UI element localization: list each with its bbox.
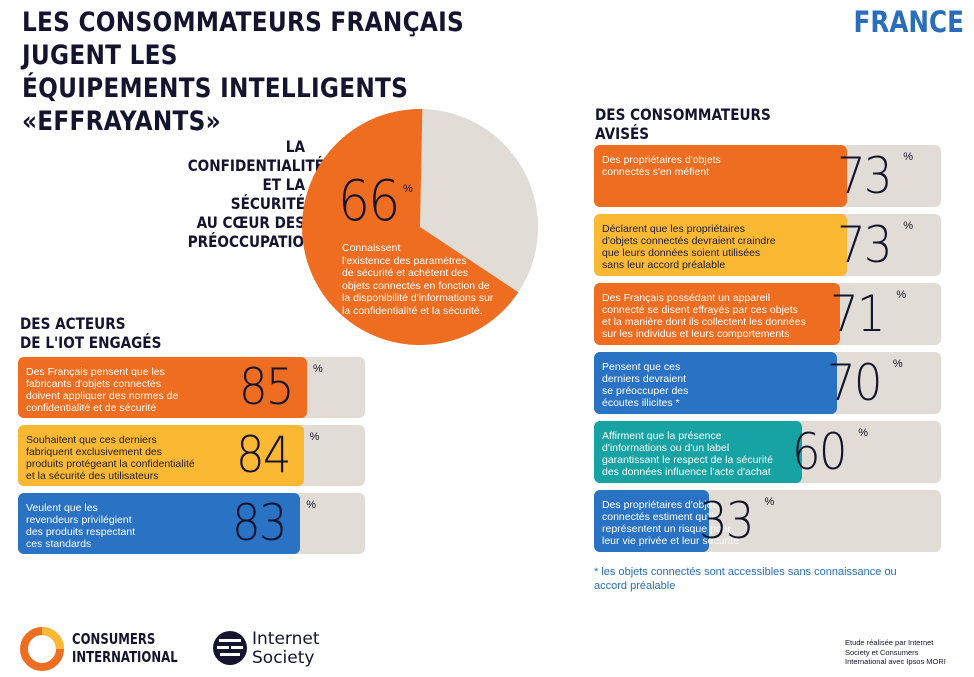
internet-society-logo-icon bbox=[213, 631, 247, 665]
bar-row bbox=[18, 493, 365, 554]
bar-row bbox=[594, 352, 941, 414]
bar-value: 73 bbox=[837, 216, 892, 274]
bar-description: Déclarent que les propriétaires d'objets… bbox=[602, 223, 776, 271]
bar-description: Veulent que les revendeurs privilégient … bbox=[26, 501, 136, 550]
pie-slice-main bbox=[302, 109, 519, 345]
bar-fill bbox=[18, 493, 301, 554]
bar-percent: % bbox=[903, 151, 914, 163]
bar-row bbox=[18, 357, 365, 418]
pie-slice-rest bbox=[420, 109, 538, 293]
pie-percent: % bbox=[403, 183, 413, 195]
footnote: * les objets connectés sont accessibles … bbox=[594, 566, 897, 592]
pie-value: 66 bbox=[338, 169, 400, 234]
bar-value: 70 bbox=[826, 354, 882, 412]
bar-row bbox=[594, 283, 941, 345]
bar-fill bbox=[18, 425, 304, 486]
bar-row bbox=[594, 214, 941, 276]
bar-fill bbox=[18, 357, 308, 418]
bar-value: 73 bbox=[837, 147, 892, 205]
pie-chart bbox=[302, 109, 538, 345]
bar-value: 71 bbox=[830, 285, 885, 343]
consumers-international-logo-text: CONSUMERS INTERNATIONAL bbox=[72, 630, 178, 666]
bar-description: Souhaitent que ces derniers fabriquent e… bbox=[26, 433, 195, 482]
bar-percent: % bbox=[313, 363, 323, 375]
pie-heading: LA CONFIDENTIALITÉ ET LA SÉCURITÉ AU CŒU… bbox=[187, 137, 326, 251]
pie-description: Connaissent l'existence des paramètres d… bbox=[342, 242, 494, 317]
bar-description: Des propriétaires d'objets connectés s'e… bbox=[602, 154, 721, 178]
bar-value: 33 bbox=[698, 492, 754, 550]
bar-percent: % bbox=[309, 431, 320, 443]
left-section-heading: DES ACTEURS DE L'IOT ENGAGÉS bbox=[20, 314, 162, 352]
page-title: LES CONSOMMATEURS FRANÇAIS JUGENT LES ÉQ… bbox=[22, 7, 464, 137]
bar-fill bbox=[594, 145, 848, 207]
study-credit: Etude réalisée par Internet Society et C… bbox=[845, 638, 946, 666]
right-section-heading: DES CONSOMMATEURS AVISÉS bbox=[595, 105, 771, 143]
bar-description: Des Français possédant un appareil conne… bbox=[602, 292, 806, 340]
bar-description: Pensent que ces derniers devraient se pr… bbox=[602, 361, 689, 409]
bar-percent: % bbox=[858, 427, 868, 439]
bar-value: 84 bbox=[235, 426, 291, 484]
bar-fill bbox=[594, 283, 841, 345]
bar-description: Des propriétaires d'objets connectés est… bbox=[602, 499, 740, 547]
bar-percent: % bbox=[896, 289, 907, 301]
country-label: FRANCE bbox=[853, 5, 964, 39]
bar-fill bbox=[594, 214, 848, 276]
bar-value: 85 bbox=[239, 358, 294, 416]
internet-society-logo-text: Internet Society bbox=[252, 629, 320, 668]
bar-fill bbox=[594, 352, 837, 414]
bar-value: 60 bbox=[792, 423, 847, 481]
bar-percent: % bbox=[903, 220, 914, 232]
bar-row bbox=[18, 425, 365, 486]
consumers-international-logo-icon bbox=[20, 627, 64, 671]
bar-percent: % bbox=[306, 499, 317, 511]
bar-row bbox=[594, 145, 941, 207]
bar-value: 83 bbox=[232, 494, 287, 552]
bar-percent: % bbox=[892, 358, 903, 370]
bar-fill bbox=[594, 490, 709, 552]
bar-description: Des Français pensent que les fabricants … bbox=[26, 365, 179, 414]
bar-percent: % bbox=[764, 496, 775, 508]
bar-description: Affirment que la présence d'informations… bbox=[602, 430, 774, 478]
bar-fill bbox=[594, 421, 803, 483]
bar-row bbox=[594, 421, 941, 483]
bar-row bbox=[594, 490, 941, 552]
